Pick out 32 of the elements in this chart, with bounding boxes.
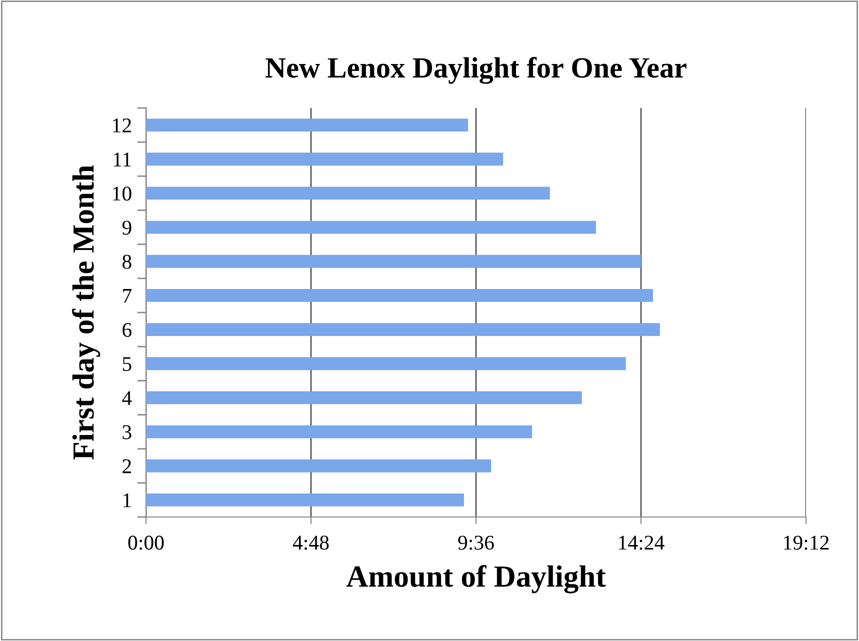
bar — [146, 186, 550, 200]
bar — [146, 493, 464, 506]
y-tick-label: 9 — [122, 220, 132, 235]
y-tick-label: 6 — [122, 322, 132, 337]
x-tick-label: 19:12 — [784, 536, 829, 550]
bar — [146, 391, 582, 404]
x-tick-label: 4:48 — [292, 536, 329, 550]
y-tick-label: 12 — [113, 118, 131, 132]
y-tick-label: 8 — [122, 254, 132, 269]
y-tick-label: 7 — [123, 289, 132, 303]
bar — [146, 288, 654, 302]
x-axis-title: Amount of Daylight — [346, 565, 606, 594]
bar — [146, 459, 492, 472]
y-tick-label: 5 — [122, 357, 132, 372]
bar — [146, 118, 468, 132]
y-tick-label: 3 — [122, 425, 132, 440]
y-tick-label: 2 — [122, 459, 131, 474]
bar — [146, 357, 626, 370]
chart-title: New Lenox Daylight for One Year — [266, 56, 686, 84]
y-tick-label: 4 — [122, 391, 132, 405]
bar — [146, 254, 641, 268]
y-axis-title: First day of the Month — [72, 165, 100, 460]
bar — [146, 425, 532, 438]
x-tick-label: 14:24 — [619, 536, 664, 550]
bar — [146, 152, 504, 166]
y-tick-label: 11 — [114, 152, 131, 166]
y-tick-label: 10 — [113, 186, 132, 201]
x-tick-label: 0:00 — [128, 536, 164, 550]
x-tick-label: 9:36 — [458, 536, 494, 550]
bar — [146, 323, 660, 336]
y-tick-label: 1 — [124, 493, 131, 508]
bar — [146, 220, 596, 234]
